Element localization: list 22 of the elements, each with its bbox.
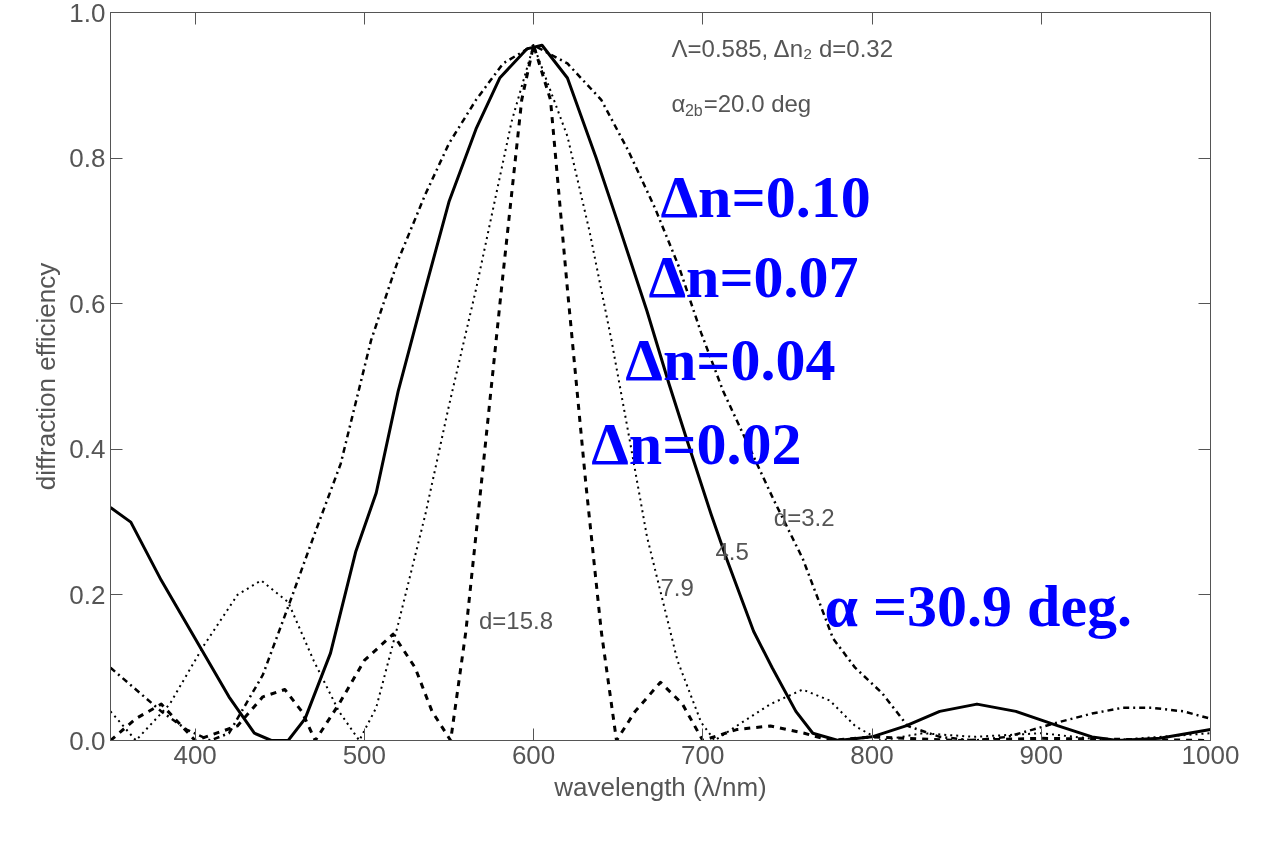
x-tick-label: 700 [681, 739, 725, 770]
x-tick-label: 600 [511, 739, 556, 770]
annotation: d=15.8 [479, 606, 554, 634]
annotation: α =30.9 deg. [824, 572, 1133, 639]
annotation: Δn=0.10 [660, 163, 871, 230]
annotation: d=3.2 [773, 503, 835, 531]
x-tick-label: 900 [1019, 739, 1063, 770]
x-tick-label: 800 [850, 739, 894, 770]
y-tick-label: 0.4 [69, 434, 106, 465]
y-tick-label: 0.6 [69, 288, 106, 319]
y-tick-label: 1.0 [69, 0, 106, 28]
x-tick-label: 400 [173, 739, 217, 770]
y-tick-label: 0.0 [69, 725, 106, 756]
y-axis-title: diffraction efficiency [31, 262, 62, 491]
y-tick-label: 0.2 [69, 579, 106, 610]
x-axis-title: wavelength (λ/nm) [553, 771, 767, 802]
annotation: Δn=0.07 [648, 244, 859, 311]
x-tick-label: 500 [342, 739, 387, 770]
x-tick-label: 1000 [1181, 739, 1240, 770]
y-tick-label: 0.8 [69, 143, 106, 174]
annotation: Λ=0.585, Δn₂ d=0.32 [671, 35, 894, 63]
annotation: 7.9 [660, 574, 694, 602]
